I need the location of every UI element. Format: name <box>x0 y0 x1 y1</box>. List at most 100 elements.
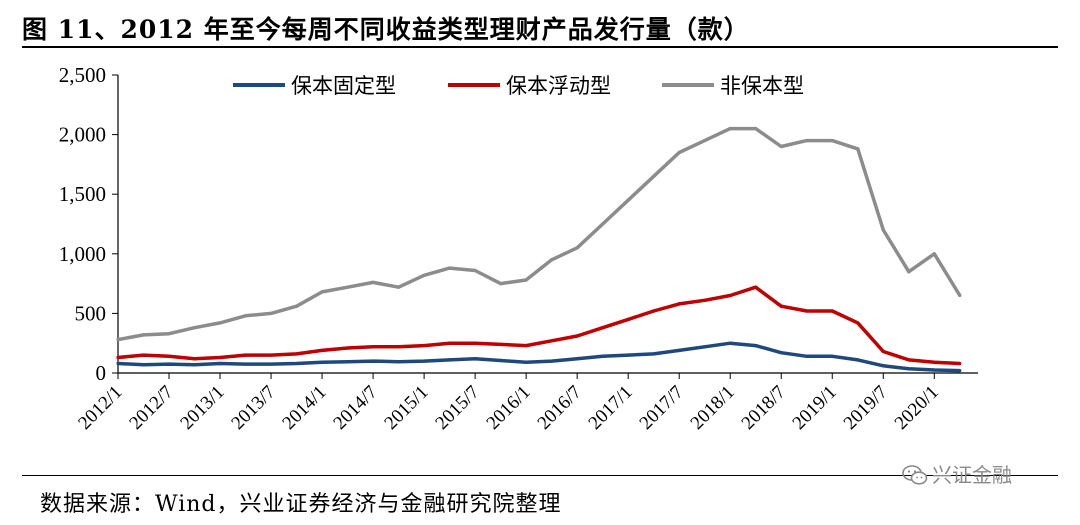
x-tick-label: 2013/7 <box>227 382 279 434</box>
data-point-非保本型 <box>754 127 758 131</box>
wechat-icon <box>902 465 928 485</box>
data-point-保本浮动型 <box>677 302 681 306</box>
data-point-非保本型 <box>550 258 554 262</box>
data-point-保本浮动型 <box>499 342 503 346</box>
data-point-保本浮动型 <box>830 309 834 313</box>
data-point-保本固定型 <box>524 360 528 364</box>
x-tick-label: 2019/1 <box>789 382 841 434</box>
y-tick-label: 2,000 <box>59 123 106 147</box>
data-point-保本固定型 <box>345 360 350 364</box>
x-tick-label: 2018/1 <box>687 382 739 434</box>
data-point-非保本型 <box>932 252 936 256</box>
data-point-非保本型 <box>243 314 248 318</box>
data-point-保本浮动型 <box>728 293 732 298</box>
source-note: 数据来源：Wind，兴业证券经济与金融研究院整理 <box>40 492 562 517</box>
data-point-保本固定型 <box>805 354 809 358</box>
x-tick-label: 2017/7 <box>636 382 688 434</box>
data-point-非保本型 <box>396 285 401 289</box>
data-point-保本浮动型 <box>218 355 222 360</box>
data-point-保本浮动型 <box>958 361 962 366</box>
data-point-保本固定型 <box>396 360 401 364</box>
data-point-保本固定型 <box>167 362 171 366</box>
y-tick-label: 1,000 <box>59 242 106 266</box>
data-point-保本固定型 <box>192 363 197 367</box>
data-point-保本浮动型 <box>448 341 452 345</box>
data-point-保本固定型 <box>601 354 605 358</box>
data-point-保本固定型 <box>754 343 758 348</box>
data-point-保本浮动型 <box>779 304 783 308</box>
x-tick-label: 2014/7 <box>329 382 381 434</box>
x-tick-label: 2019/7 <box>840 382 892 434</box>
data-point-保本浮动型 <box>550 339 554 343</box>
data-point-保本固定型 <box>243 362 248 366</box>
data-point-非保本型 <box>294 304 299 308</box>
data-point-保本固定型 <box>141 363 146 367</box>
series-line-保本固定型 <box>117 341 960 373</box>
data-point-保本浮动型 <box>524 343 528 348</box>
data-point-保本浮动型 <box>856 321 860 325</box>
data-point-保本浮动型 <box>116 355 120 360</box>
data-point-保本浮动型 <box>932 360 936 364</box>
data-point-保本浮动型 <box>703 298 707 302</box>
data-point-保本浮动型 <box>626 317 630 321</box>
data-point-保本固定型 <box>218 361 222 366</box>
x-tick-label: 2012/7 <box>125 382 177 434</box>
data-point-保本浮动型 <box>652 309 656 313</box>
data-point-非保本型 <box>907 270 911 274</box>
data-point-保本固定型 <box>652 352 656 356</box>
data-point-非保本型 <box>345 285 350 289</box>
x-tick-label: 2015/1 <box>380 382 432 434</box>
data-point-非保本型 <box>116 338 120 342</box>
data-point-保本固定型 <box>550 359 554 363</box>
data-point-保本浮动型 <box>141 353 146 357</box>
data-point-非保本型 <box>805 138 809 143</box>
data-point-保本浮动型 <box>294 352 299 356</box>
x-tick-label: 2016/7 <box>534 382 586 434</box>
data-point-保本浮动型 <box>345 346 350 350</box>
data-point-保本浮动型 <box>243 353 248 357</box>
data-point-非保本型 <box>703 138 707 143</box>
x-tick-label: 2012/1 <box>74 382 126 434</box>
data-point-保本固定型 <box>728 341 732 345</box>
y-axis: 0 500 1,000 1,500 2,000 2,500 <box>59 63 119 385</box>
data-point-保本浮动型 <box>881 349 885 354</box>
watermark-text: 兴证金融 <box>932 463 1012 487</box>
x-tick-label: 2018/7 <box>738 382 790 434</box>
data-point-保本固定型 <box>320 360 324 364</box>
x-tick-label: 2015/7 <box>431 382 483 434</box>
data-point-保本浮动型 <box>371 345 375 349</box>
data-point-保本固定型 <box>473 357 477 361</box>
data-point-保本浮动型 <box>192 357 197 361</box>
data-point-非保本型 <box>422 273 426 277</box>
y-tick-label: 2,500 <box>59 63 106 87</box>
data-point-非保本型 <box>881 228 885 232</box>
data-point-保本固定型 <box>422 359 426 363</box>
series-line-保本浮动型 <box>117 285 960 366</box>
data-point-保本浮动型 <box>907 358 911 362</box>
watermark: 兴证金融 <box>902 459 1012 488</box>
x-tick-label: 2017/1 <box>585 382 637 434</box>
data-point-非保本型 <box>779 144 783 149</box>
data-point-保本固定型 <box>881 364 885 368</box>
data-point-保本固定型 <box>779 351 783 355</box>
data-point-非保本型 <box>830 138 834 143</box>
data-point-非保本型 <box>856 147 860 151</box>
data-point-非保本型 <box>320 290 324 294</box>
data-point-非保本型 <box>728 127 732 131</box>
data-point-保本浮动型 <box>754 285 758 289</box>
data-point-保本浮动型 <box>269 353 273 357</box>
y-tick-label: 500 <box>75 301 107 325</box>
data-point-非保本型 <box>141 333 146 337</box>
data-point-非保本型 <box>473 268 477 273</box>
legend-label: 保本浮动型 <box>506 74 611 98</box>
data-point-非保本型 <box>448 266 452 270</box>
data-point-保本浮动型 <box>167 354 171 358</box>
data-point-保本固定型 <box>958 369 962 373</box>
data-point-保本浮动型 <box>320 348 324 352</box>
legend: 保本固定型 保本浮动型 非保本型 <box>233 74 804 98</box>
data-point-保本固定型 <box>575 357 579 361</box>
data-point-保本固定型 <box>626 353 630 357</box>
x-tick-label: 2013/1 <box>176 382 228 434</box>
data-point-保本固定型 <box>116 361 120 366</box>
y-tick-label: 0 <box>96 361 107 385</box>
